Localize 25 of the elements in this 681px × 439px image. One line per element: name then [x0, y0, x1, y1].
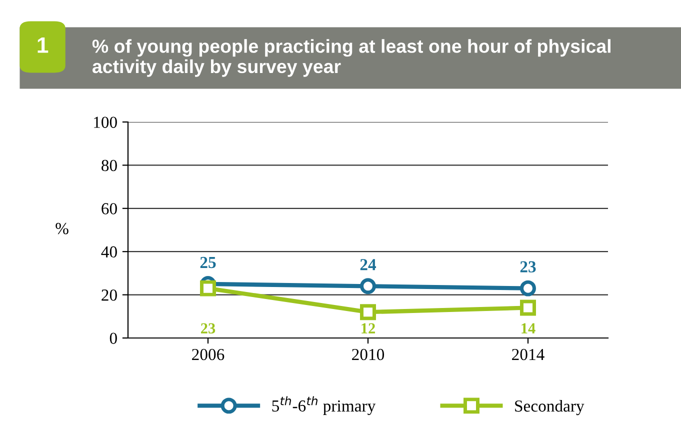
- x-tick-label: 2014: [512, 348, 544, 360]
- y-tick-label: 60: [102, 203, 117, 214]
- data-label: 23: [201, 323, 216, 334]
- data-label: 24: [360, 259, 376, 270]
- point: [520, 280, 536, 296]
- y-tick-label: 80: [102, 160, 117, 172]
- point: [200, 280, 216, 296]
- legend-label: Secondary: [515, 400, 584, 416]
- chart-title: % of young people practicing at least one hour of physical activity daily by survey year: [92, 39, 610, 77]
- y-tick-label: 40: [101, 246, 117, 258]
- data-label: 14: [522, 323, 536, 334]
- y-tick-label: 100: [94, 116, 117, 128]
- data-label: 23: [520, 261, 536, 272]
- data-label: 12: [362, 323, 375, 334]
- y-tick-label: 0: [110, 332, 117, 344]
- legend-label: 5$^{th}$-6$^{th}$ primary: [272, 396, 376, 416]
- text: 1: [38, 37, 48, 53]
- x-tick-label: 2010: [352, 348, 384, 360]
- x-tick-label: 2006: [192, 348, 224, 360]
- point: [360, 278, 376, 294]
- y-tick-label: 20: [102, 290, 117, 301]
- point: [520, 300, 536, 316]
- data-label: 25: [200, 256, 216, 268]
- y-axis-title: %: [56, 222, 68, 234]
- point: [360, 304, 376, 320]
